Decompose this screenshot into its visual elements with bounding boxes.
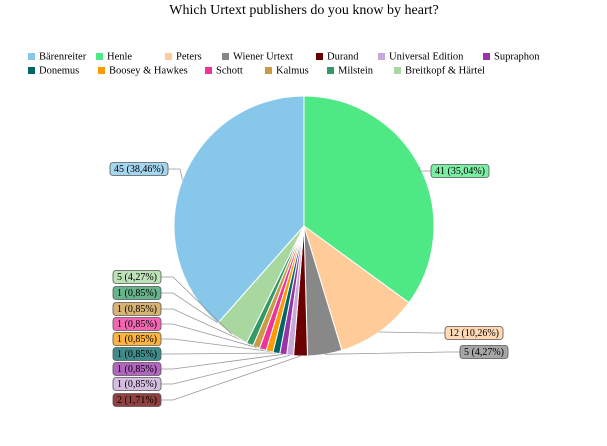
legend-swatch — [394, 67, 401, 74]
data-label: 1 (0,85%) — [117, 364, 157, 375]
data-label-box — [444, 326, 504, 340]
leader-line — [161, 353, 284, 370]
legend-label: Supraphon — [494, 51, 540, 62]
data-label-box — [459, 345, 509, 359]
leader-line — [161, 308, 257, 348]
legend-label: Wiener Urtext — [233, 51, 293, 62]
data-label-group: 5 (4,27%) — [112, 270, 162, 284]
legend-label: Donemus — [39, 65, 79, 76]
data-label-group: 1 (0,85%) — [112, 317, 162, 331]
data-label: 5 (4,27%) — [464, 347, 504, 358]
data-label-box — [112, 362, 162, 376]
data-label-box — [112, 286, 162, 300]
data-label-box — [112, 332, 162, 346]
legend-label: Schott — [216, 65, 243, 76]
data-label-box — [112, 393, 162, 407]
legend-swatch — [483, 53, 490, 60]
pie-slice — [173, 95, 305, 325]
chart-title: Which Urtext publishers do you know by h… — [169, 3, 438, 18]
legend-swatch — [28, 53, 35, 60]
leader-line — [161, 352, 277, 355]
data-label-box — [112, 302, 162, 316]
legend-label: Milstein — [338, 65, 374, 76]
data-label: 2 (1,71%) — [117, 395, 157, 406]
data-label: 1 (0,85%) — [117, 379, 157, 390]
data-label: 41 (35,04%) — [435, 166, 485, 177]
legend-swatch — [205, 67, 212, 74]
legend-swatch — [316, 53, 323, 60]
legend-label: Durand — [327, 51, 359, 62]
legend-swatch — [378, 53, 385, 60]
legend-label: Breitkopf & Härtel — [405, 65, 485, 76]
legend-label: Universal Edition — [389, 51, 464, 62]
data-label: 45 (38,46%) — [114, 164, 164, 175]
pie-slice — [303, 224, 410, 351]
data-label-group: 12 (10,26%) — [444, 326, 504, 340]
data-label-group: 1 (0,85%) — [112, 302, 162, 316]
leader-line — [161, 276, 232, 335]
data-label: 1 (0,85%) — [117, 349, 157, 360]
legend-label: Peters — [176, 51, 202, 62]
leader-line — [418, 167, 431, 172]
legend-swatch — [265, 67, 272, 74]
legend-swatch — [222, 53, 229, 60]
data-label-group: 2 (1,71%) — [112, 393, 162, 407]
data-label-group: 1 (0,85%) — [112, 377, 162, 391]
leader-line — [168, 168, 183, 180]
data-label-group: 45 (38,46%) — [109, 162, 169, 176]
legend-swatch — [165, 53, 172, 60]
data-label: 12 (10,26%) — [449, 328, 499, 339]
leader-line — [161, 354, 291, 385]
legend-swatch — [96, 53, 103, 60]
data-label-box — [112, 317, 162, 331]
leader-line — [161, 338, 270, 352]
data-label: 5 (4,27%) — [117, 272, 157, 283]
leader-line — [161, 323, 263, 350]
data-label-group: 1 (0,85%) — [112, 286, 162, 300]
leader-line — [161, 355, 301, 401]
data-label: 1 (0,85%) — [117, 334, 157, 345]
data-label-group: 1 (0,85%) — [112, 332, 162, 346]
legend-swatch — [28, 67, 35, 74]
data-label-box — [112, 270, 162, 284]
legend-swatch — [98, 67, 105, 74]
leader-line — [379, 331, 445, 334]
legend-label: Henle — [107, 51, 132, 62]
data-label-group: 5 (4,27%) — [459, 345, 509, 359]
data-label: 1 (0,85%) — [117, 288, 157, 299]
data-label-box — [109, 162, 169, 176]
data-label-group: 1 (0,85%) — [112, 347, 162, 361]
legend-label: Boosey & Hawkes — [109, 65, 188, 76]
legend-label: Bärenreiter — [39, 51, 87, 62]
legend-swatch — [327, 67, 334, 74]
data-label: 1 (0,85%) — [117, 304, 157, 315]
legend-label: Kalmus — [276, 65, 309, 76]
data-label-group: 1 (0,85%) — [112, 362, 162, 376]
data-label-box — [430, 164, 490, 178]
data-label-box — [112, 347, 162, 361]
leader-line — [324, 351, 460, 355]
data-label-box — [112, 377, 162, 391]
data-label-group: 41 (35,04%) — [430, 164, 490, 178]
data-label: 1 (0,85%) — [117, 319, 157, 330]
